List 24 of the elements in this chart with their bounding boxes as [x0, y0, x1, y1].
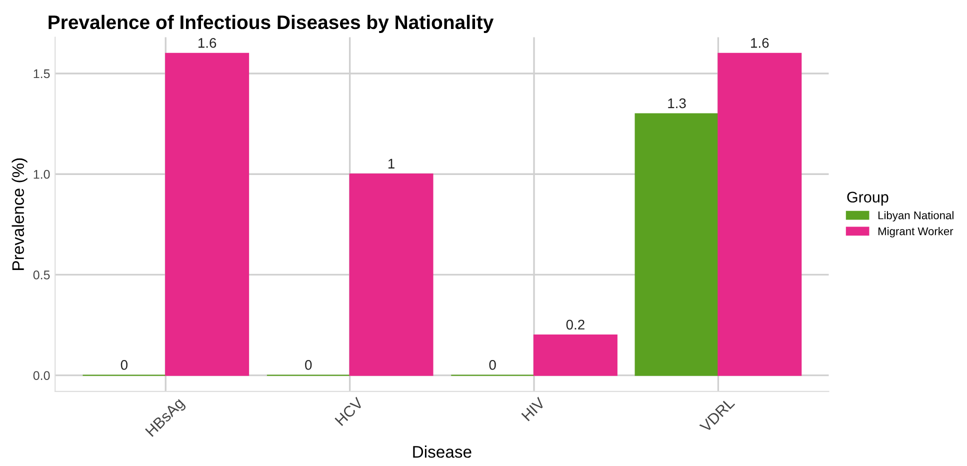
data-label: 1.3 — [668, 98, 686, 108]
y-tick-label: 0.0 — [33, 371, 50, 380]
y-tick-label: 1.5 — [34, 69, 50, 78]
x-tick-label: HIV — [521, 396, 546, 422]
data-label: 1.6 — [751, 38, 769, 48]
bar — [718, 52, 802, 376]
data-label: 0 — [305, 360, 312, 370]
data-label: 0 — [489, 360, 496, 370]
x-axis-title: Disease — [413, 446, 472, 458]
y-tick-label: 1.0 — [34, 170, 50, 179]
bar — [165, 52, 250, 376]
legend-title: Group — [847, 192, 888, 206]
bar — [349, 174, 434, 376]
legend-label: Libyan National — [878, 211, 954, 222]
y-axis-title: Prevalence (%) — [12, 158, 28, 270]
bar — [533, 334, 618, 376]
chart-title: Prevalence of Infectious Diseases by Nationality — [48, 14, 494, 33]
data-label: 1 — [388, 158, 394, 168]
data-label: 0 — [120, 360, 128, 370]
bar — [634, 113, 719, 376]
data-label: 0.2 — [566, 320, 584, 330]
y-tick-label: 0.5 — [33, 270, 50, 280]
legend-label: Migrant Worker — [878, 227, 954, 238]
data-label: 1.6 — [198, 38, 216, 48]
